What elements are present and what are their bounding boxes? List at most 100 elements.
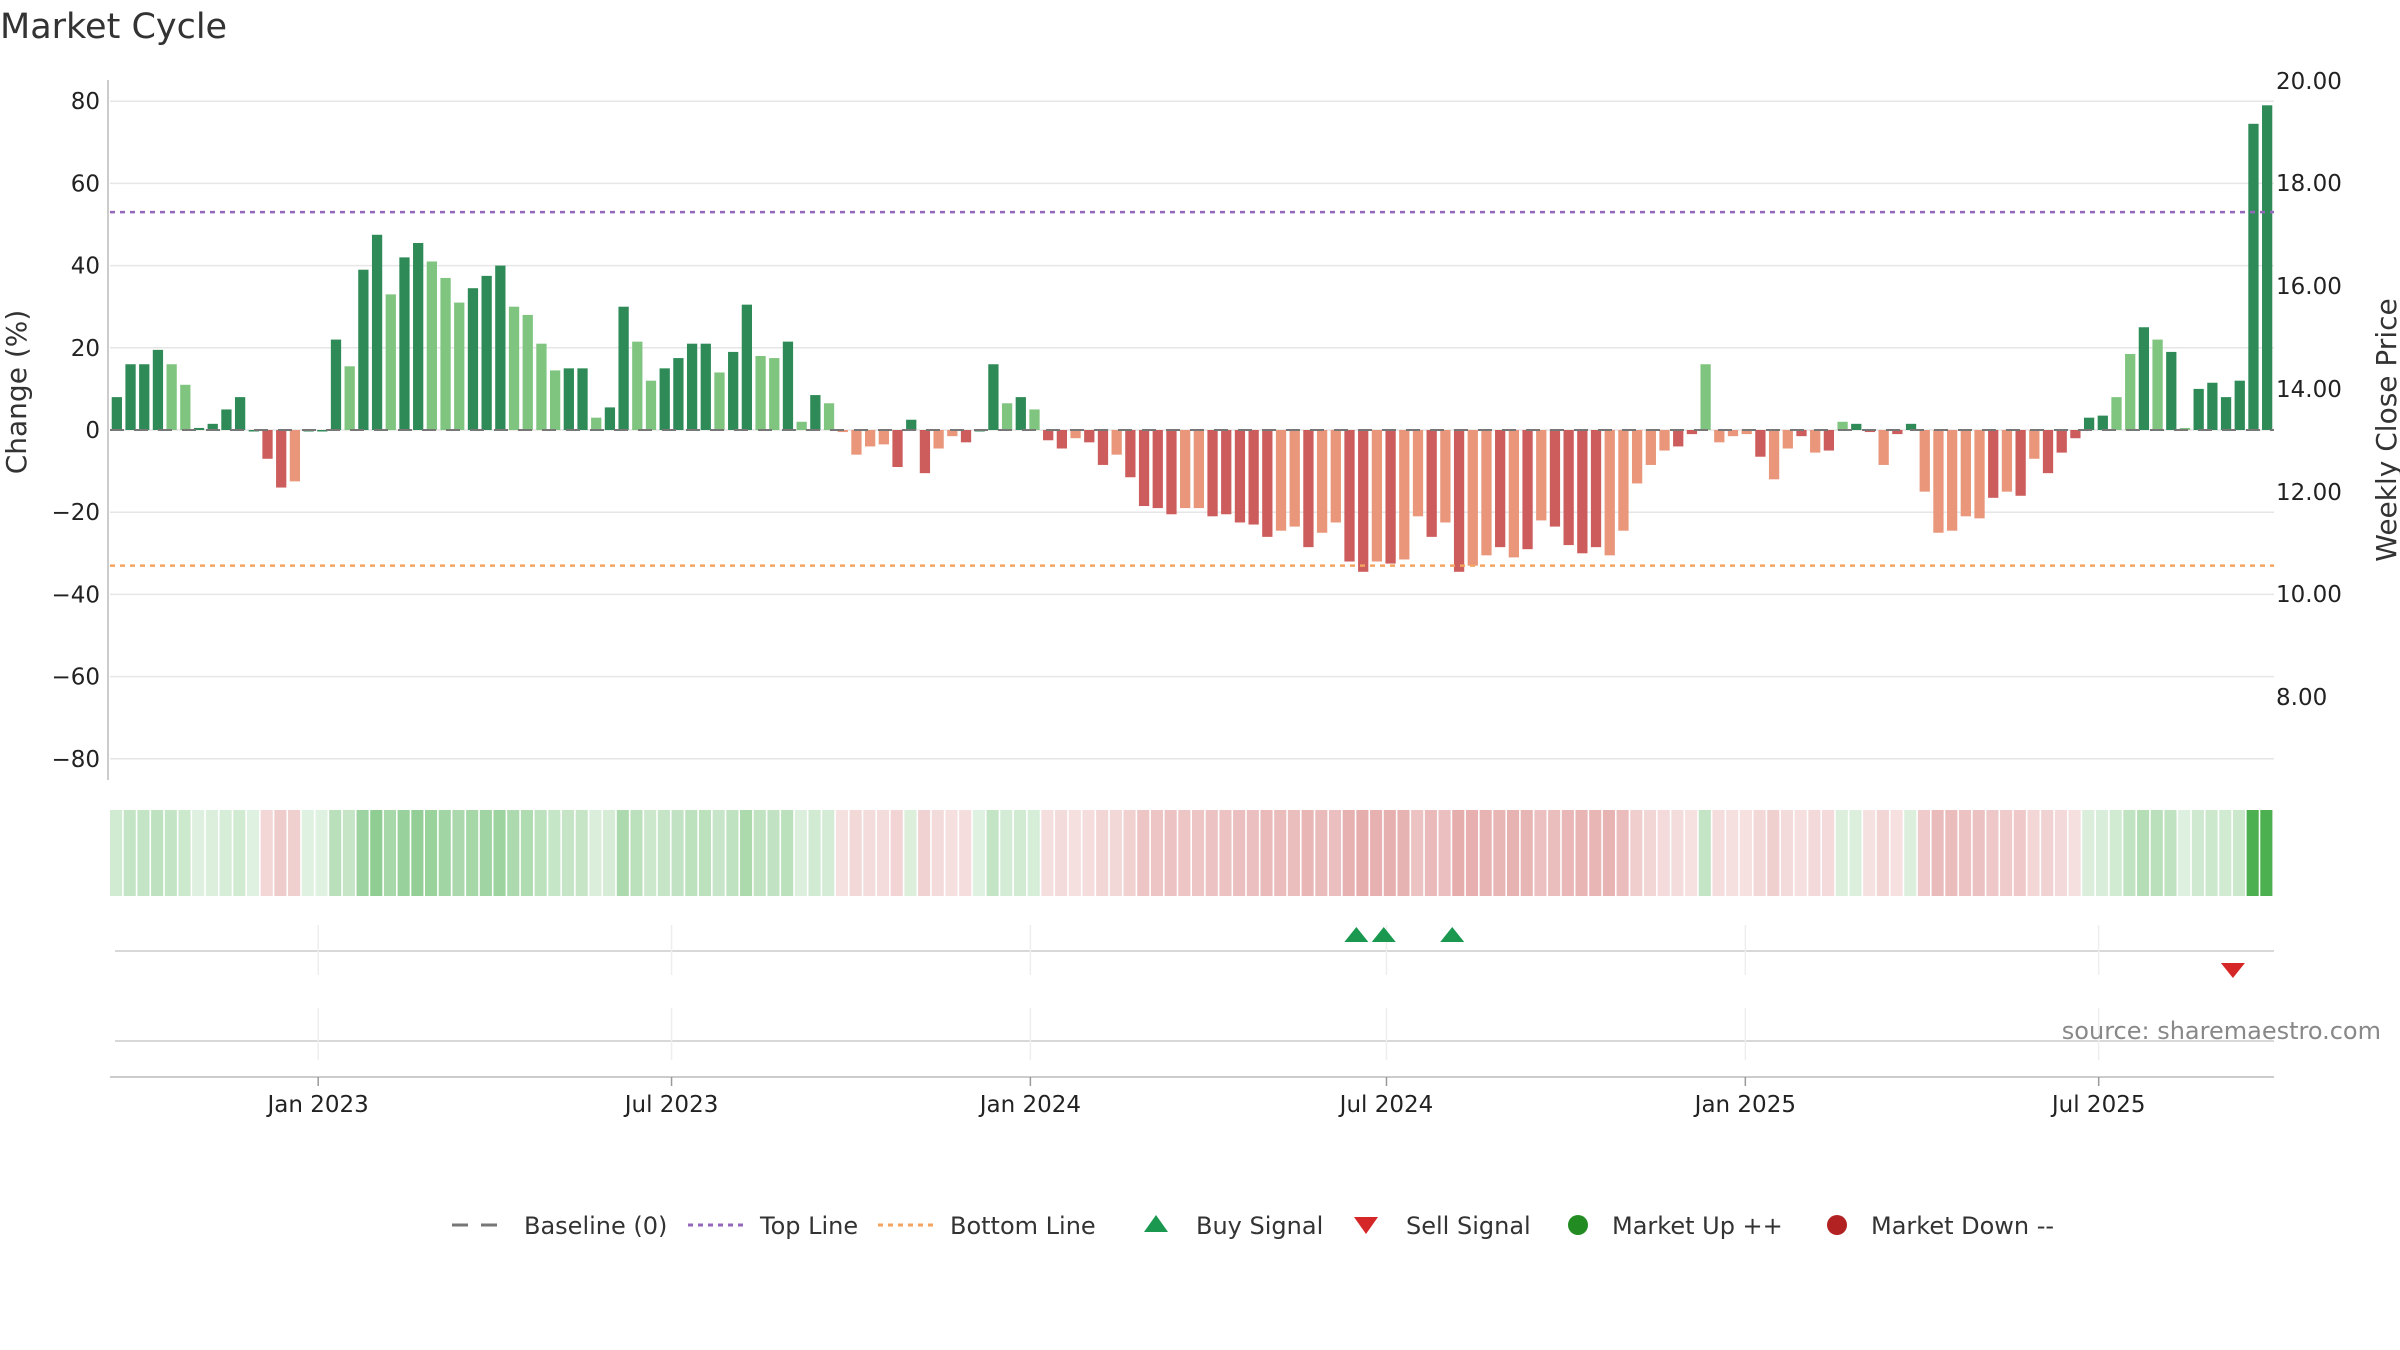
heat-cell (2150, 810, 2163, 896)
bar (139, 364, 150, 430)
heat-cell (1246, 810, 1259, 896)
bar (1344, 430, 1355, 562)
y2-tick-label: 10.00 (2276, 582, 2342, 608)
axes-layer: 80 60 40 20 0 −20 −40 −60 −80 20.00 18.00 16.00 14.0… (51, 69, 2342, 780)
heat-cell (466, 810, 479, 896)
bar (1207, 430, 1218, 517)
heat-cell (1109, 810, 1122, 896)
legend-swatch (1144, 1215, 1168, 1232)
bar (2179, 427, 2191, 430)
legend-item: Bottom Line (878, 1212, 1096, 1240)
bar (1563, 430, 1574, 546)
bar (933, 430, 944, 449)
heat-cell (1438, 810, 1451, 896)
bar (632, 341, 643, 430)
heat-cell (1123, 810, 1136, 896)
heat-cell (1219, 810, 1232, 896)
bar (591, 417, 602, 430)
bar (1481, 430, 1492, 556)
buy-signal-marker (1344, 927, 1369, 942)
bar (823, 403, 835, 430)
heat-cell (1520, 810, 1533, 896)
bar (1782, 430, 1793, 449)
bar (1303, 430, 1314, 548)
bar (1262, 430, 1273, 537)
bar (221, 409, 232, 430)
bar (1851, 423, 1862, 430)
heat-cell (863, 810, 876, 896)
heat-cell (1507, 810, 1520, 896)
heat-cell (1205, 810, 1218, 896)
y-tick-label: 40 (71, 254, 100, 280)
heat-cell (1575, 810, 1588, 896)
bar (1084, 430, 1095, 443)
heat-cell (1465, 810, 1479, 896)
heat-cell (849, 810, 862, 896)
heat-cell (712, 810, 725, 896)
bar (1837, 421, 1848, 430)
heat-cell (1643, 810, 1657, 896)
heat-cell (301, 810, 314, 896)
sell-signal-marker (2220, 963, 2245, 978)
heat-cell (370, 810, 383, 896)
heat-cell (986, 810, 999, 896)
x-tick-label: Jan 2025 (1693, 1092, 1796, 1118)
legend: Baseline (0) Top Line Bottom Line Buy Signa… (452, 1212, 2054, 1240)
heat-cell (1192, 810, 1205, 896)
heat-cell (192, 810, 205, 896)
heat-cell (1055, 810, 1068, 896)
bar (563, 368, 574, 430)
bar (2029, 430, 2040, 459)
heat-cell (260, 810, 273, 896)
bar (782, 341, 794, 430)
heat-cell (534, 810, 547, 896)
legend-label: Sell Signal (1406, 1212, 1531, 1240)
y-tick-label: −40 (51, 582, 100, 608)
heat-cell (1068, 810, 1081, 896)
heat-cell (2000, 810, 2013, 896)
legend-label: Bottom Line (950, 1212, 1096, 1240)
bar (2234, 380, 2245, 430)
x-tick-label: Jul 2025 (2050, 1092, 2146, 1118)
bar (988, 364, 999, 430)
heat-cell (342, 810, 355, 896)
legend-item: Buy Signal (1144, 1212, 1323, 1240)
bar (1234, 430, 1246, 523)
heat-cell (233, 810, 246, 896)
heat-cell (2191, 810, 2204, 896)
bar (1905, 423, 1917, 430)
heat-cell (1233, 810, 1246, 896)
y2-tick-label: 12.00 (2276, 480, 2342, 506)
bar (1577, 430, 1588, 554)
bar (851, 430, 862, 455)
bar (1522, 430, 1533, 550)
bar (1796, 430, 1807, 437)
heat-cell (767, 810, 780, 896)
heat-cell (1493, 810, 1506, 896)
bar (1248, 430, 1259, 525)
y-tick-label: −20 (51, 500, 100, 526)
bar (1330, 430, 1341, 523)
bar (1001, 403, 1013, 430)
heat-cell (603, 810, 616, 896)
heat-cell (1849, 810, 1862, 896)
heat-cell (1794, 810, 1807, 896)
heat-cell (575, 810, 588, 896)
heat-cell (1328, 810, 1342, 896)
heat-cell (246, 810, 260, 896)
bar (1892, 430, 1903, 435)
heat-cell (671, 810, 684, 896)
heat-cell (1452, 810, 1465, 896)
bar (344, 366, 355, 430)
heat-cell (2027, 810, 2040, 896)
chart-title: Market Cycle (0, 7, 227, 47)
bar (1111, 430, 1122, 455)
bar (604, 407, 616, 430)
bar (180, 384, 191, 430)
bar (1508, 430, 1519, 558)
bar (1618, 430, 1629, 531)
heat-cell (1780, 810, 1794, 896)
heat-cell (164, 810, 177, 896)
heat-cell (1767, 810, 1780, 896)
